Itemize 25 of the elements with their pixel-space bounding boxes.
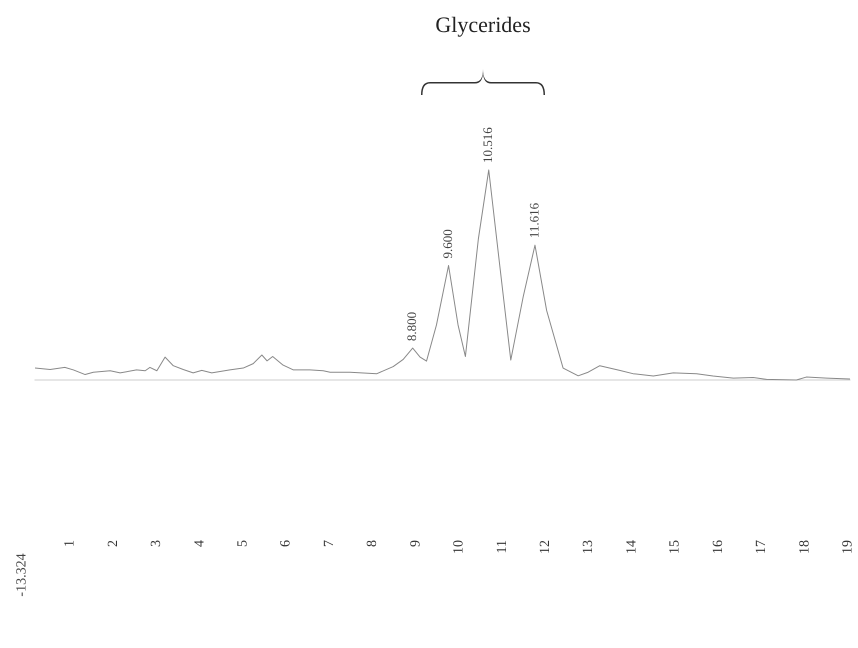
chart-title: Glycerides — [434, 12, 532, 38]
x-tick-label: 6 — [278, 540, 294, 547]
x-tick-label: 17 — [754, 540, 770, 554]
x-tick-label: 8 — [365, 540, 380, 547]
annotation: 8.800 — [404, 312, 420, 342]
x-tick-label: 1 — [62, 540, 78, 547]
x-tick-label: 3 — [149, 540, 164, 547]
x-tick-label: 13 — [581, 540, 596, 554]
x-tick-label: 19 — [840, 540, 856, 554]
x-tick-label: 12 — [538, 540, 554, 554]
annotation: 11.616 — [526, 202, 542, 238]
x-tick-label: 10 — [452, 540, 467, 554]
x-tick-label: 15 — [668, 540, 683, 554]
text: -13.324 — [14, 553, 30, 597]
x-tick-label: 5 — [236, 540, 251, 547]
x-tick-label: 18 — [797, 540, 812, 554]
x-tick-label: 4 — [192, 540, 208, 547]
x-tick-label: 2 — [106, 540, 121, 547]
x-tick-label: 11 — [494, 540, 510, 554]
x-tick-label: 9 — [408, 540, 424, 547]
x-tick-label: 16 — [710, 540, 726, 554]
x-tick-label: 14 — [624, 540, 640, 554]
x-tick-label: 7 — [322, 540, 337, 547]
annotation: 9.600 — [440, 229, 455, 259]
annotation: 10.516 — [480, 126, 496, 163]
